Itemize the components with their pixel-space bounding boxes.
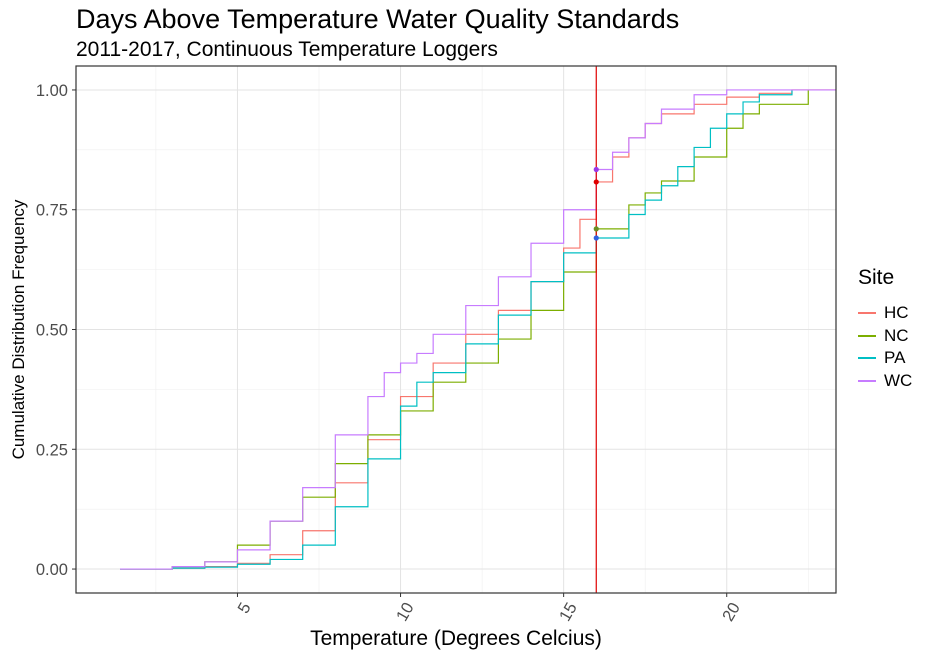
highlight-point-hc [593,179,599,185]
legend-label-nc: NC [884,325,909,345]
legend: HC NC PA WC [858,302,912,392]
series-lines [120,89,836,570]
legend-item-pa: PA [858,347,912,370]
legend-item-hc: HC [858,302,912,325]
y-axis-label: Cumulative Distribution Frequency [9,199,28,459]
legend-item-wc: WC [858,370,912,393]
x-axis-ticks: 5 10 15 20 [234,593,744,625]
grid-lines [76,66,836,593]
series-line-wc [120,89,836,570]
y-tick-label: 1.00 [36,82,68,100]
highlight-point-pa [593,235,599,241]
legend-title: Site [858,266,895,289]
x-tick-label: 20 [719,600,744,625]
legend-label-pa: PA [884,348,906,368]
legend-key-wc [858,379,876,382]
y-tick-label: 0.25 [36,441,68,459]
x-tick-label: 5 [234,600,254,617]
highlight-point-nc [593,226,599,232]
legend-key-pa [858,357,876,360]
series-line-pa [120,89,793,570]
chart-title: Days Above Temperature Water Quality Sta… [76,4,680,34]
y-tick-label: 0.50 [36,322,68,340]
y-tick-label: 0.75 [36,202,68,220]
y-axis-ticks: 0.00 0.25 0.50 0.75 1.00 [36,82,76,579]
legend-label-wc: WC [884,370,913,390]
highlight-points [593,166,599,241]
legend-item-nc: NC [858,325,912,348]
x-axis-label: Temperature (Degrees Celcius) [310,627,602,650]
legend-key-nc [858,334,876,337]
x-tick-label: 10 [393,600,418,625]
chart-subtitle: 2011-2017, Continuous Temperature Logger… [76,38,498,61]
legend-label-hc: HC [884,303,909,323]
legend-key-hc [858,312,876,315]
highlight-point-wc [593,166,599,173]
y-tick-label: 0.00 [36,561,68,579]
x-tick-label: 15 [556,600,581,625]
